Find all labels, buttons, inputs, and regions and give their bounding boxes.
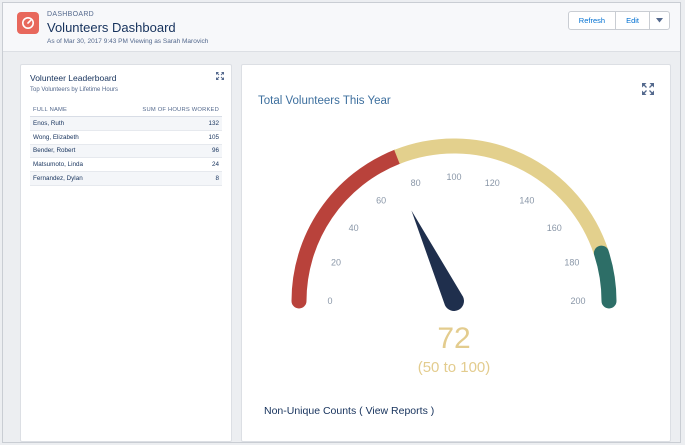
gauge-tick-label: 80 xyxy=(411,178,421,188)
table-row[interactable]: Bender, Robert 96 xyxy=(30,144,222,159)
header-kicker: DASHBOARD xyxy=(47,11,95,18)
gauge-tick-label: 60 xyxy=(376,196,386,206)
gauge-band xyxy=(394,138,609,256)
leaderboard-table: FULL NAME SUM OF HOURS WORKED Enos, Ruth… xyxy=(30,104,222,186)
gauge-range-label: (50 to 100) xyxy=(418,359,491,376)
row-hours: 24 xyxy=(107,157,222,173)
gauge-tick-label: 0 xyxy=(327,296,332,306)
gauge-tick-label: 100 xyxy=(446,172,461,182)
more-actions-button[interactable] xyxy=(650,12,669,29)
gauge-tick-label: 160 xyxy=(547,223,562,233)
row-name: Bender, Robert xyxy=(30,144,108,159)
refresh-button[interactable]: Refresh xyxy=(569,12,617,29)
row-name: Wong, Elizabeth xyxy=(30,130,108,145)
gauge-tick-label: 140 xyxy=(519,196,534,206)
gauge-value: 72 xyxy=(437,322,470,355)
gauge-tick-label: 20 xyxy=(331,258,341,268)
gauge-card: Total Volunteers This Year 0 20 40 60 80 100 1… xyxy=(241,64,671,442)
table-header-row: FULL NAME SUM OF HOURS WORKED xyxy=(30,104,222,117)
row-name: Fernandez, Dylan xyxy=(30,171,108,186)
column-header-full-name[interactable]: FULL NAME xyxy=(30,104,108,117)
gauge-chart: 0 20 40 60 80 100 120 140 160 180 200 72 (50 to 100) xyxy=(291,138,617,376)
table-row[interactable]: Matsumoto, Linda 24 xyxy=(30,157,222,173)
chevron-down-icon xyxy=(656,18,663,23)
table-row[interactable]: Fernandez, Dylan 8 xyxy=(30,171,222,186)
footer-link-close: ) xyxy=(427,405,435,417)
edit-button[interactable]: Edit xyxy=(616,12,650,29)
leaderboard-card: Volunteer Leaderboard Top Volunteers by … xyxy=(20,64,232,442)
row-hours: 132 xyxy=(107,116,222,131)
row-name: Enos, Ruth xyxy=(30,116,108,131)
gauge-title: Total Volunteers This Year xyxy=(258,95,391,107)
gauge-tick-label: 40 xyxy=(349,223,359,233)
row-hours: 96 xyxy=(107,144,222,159)
expand-icon[interactable] xyxy=(216,72,224,80)
gauge-needle xyxy=(411,210,464,311)
page-title: Volunteers Dashboard xyxy=(47,20,176,35)
table-row[interactable]: Enos, Ruth 132 xyxy=(30,116,222,131)
gauge-band xyxy=(291,149,405,309)
leaderboard-subtitle: Top Volunteers by Lifetime Hours xyxy=(30,87,119,93)
column-header-hours[interactable]: SUM OF HOURS WORKED xyxy=(107,104,222,117)
gauge-tick-label: 120 xyxy=(485,178,500,188)
header-subtitle: As of Mar 30, 2017 9:43 PM Viewing as Sa… xyxy=(47,38,209,45)
row-hours: 105 xyxy=(107,130,222,145)
row-hours: 8 xyxy=(107,171,222,186)
leaderboard-title: Volunteer Leaderboard xyxy=(30,73,117,83)
gauge-tick-label: 180 xyxy=(564,258,579,268)
header-button-group: Refresh Edit xyxy=(567,11,670,30)
footer-link-open: ( xyxy=(359,405,366,417)
dashboard-app-icon xyxy=(17,12,39,34)
expand-icon[interactable] xyxy=(642,83,654,95)
gauge-footer: Non-Unique Counts ( View Reports ) xyxy=(264,405,434,417)
footer-text: Non-Unique Counts xyxy=(264,405,357,417)
row-name: Matsumoto, Linda xyxy=(30,157,108,173)
table-row[interactable]: Wong, Elizabeth 105 xyxy=(30,130,222,145)
dashboard-header: DASHBOARD Volunteers Dashboard As of Mar… xyxy=(3,3,680,52)
gauge-band xyxy=(593,245,617,309)
view-reports-link[interactable]: View Reports xyxy=(365,405,428,417)
gauge-tick-label: 200 xyxy=(570,296,585,306)
